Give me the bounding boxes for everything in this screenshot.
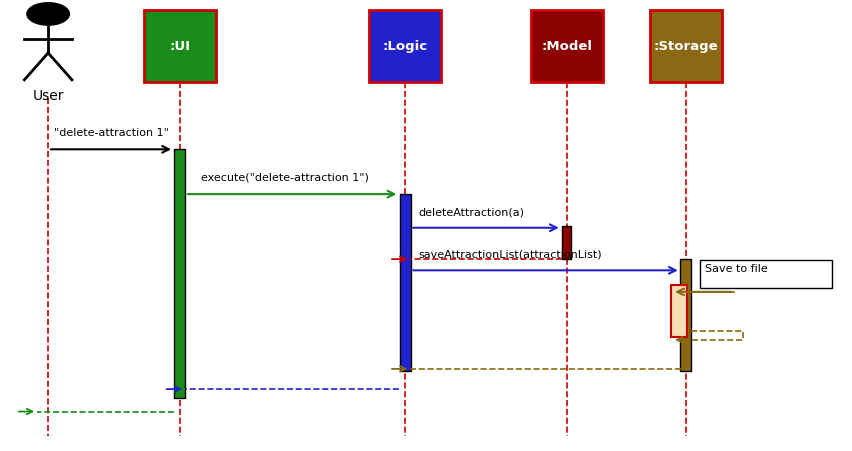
Bar <box>649 10 721 82</box>
Bar <box>369 10 440 82</box>
Bar <box>400 194 411 371</box>
Bar <box>174 149 185 398</box>
Bar <box>144 10 216 82</box>
Text: :UI: :UI <box>170 40 190 53</box>
Bar <box>530 10 602 82</box>
Text: saveAttractionList(attractionList): saveAttractionList(attractionList) <box>417 249 601 260</box>
Text: deleteAttraction(a): deleteAttraction(a) <box>417 207 523 217</box>
Bar <box>671 285 686 336</box>
Bar <box>680 259 690 371</box>
Text: :Storage: :Storage <box>653 40 717 53</box>
Circle shape <box>27 3 69 25</box>
Text: execute("delete-attraction 1"): execute("delete-attraction 1") <box>201 173 369 183</box>
Bar <box>699 261 831 288</box>
Text: "delete-attraction 1": "delete-attraction 1" <box>54 128 169 138</box>
Text: :Model: :Model <box>541 40 591 53</box>
Bar <box>561 226 571 259</box>
Text: Save to file: Save to file <box>705 264 767 275</box>
Text: :Logic: :Logic <box>383 40 428 53</box>
Text: User: User <box>32 89 64 103</box>
